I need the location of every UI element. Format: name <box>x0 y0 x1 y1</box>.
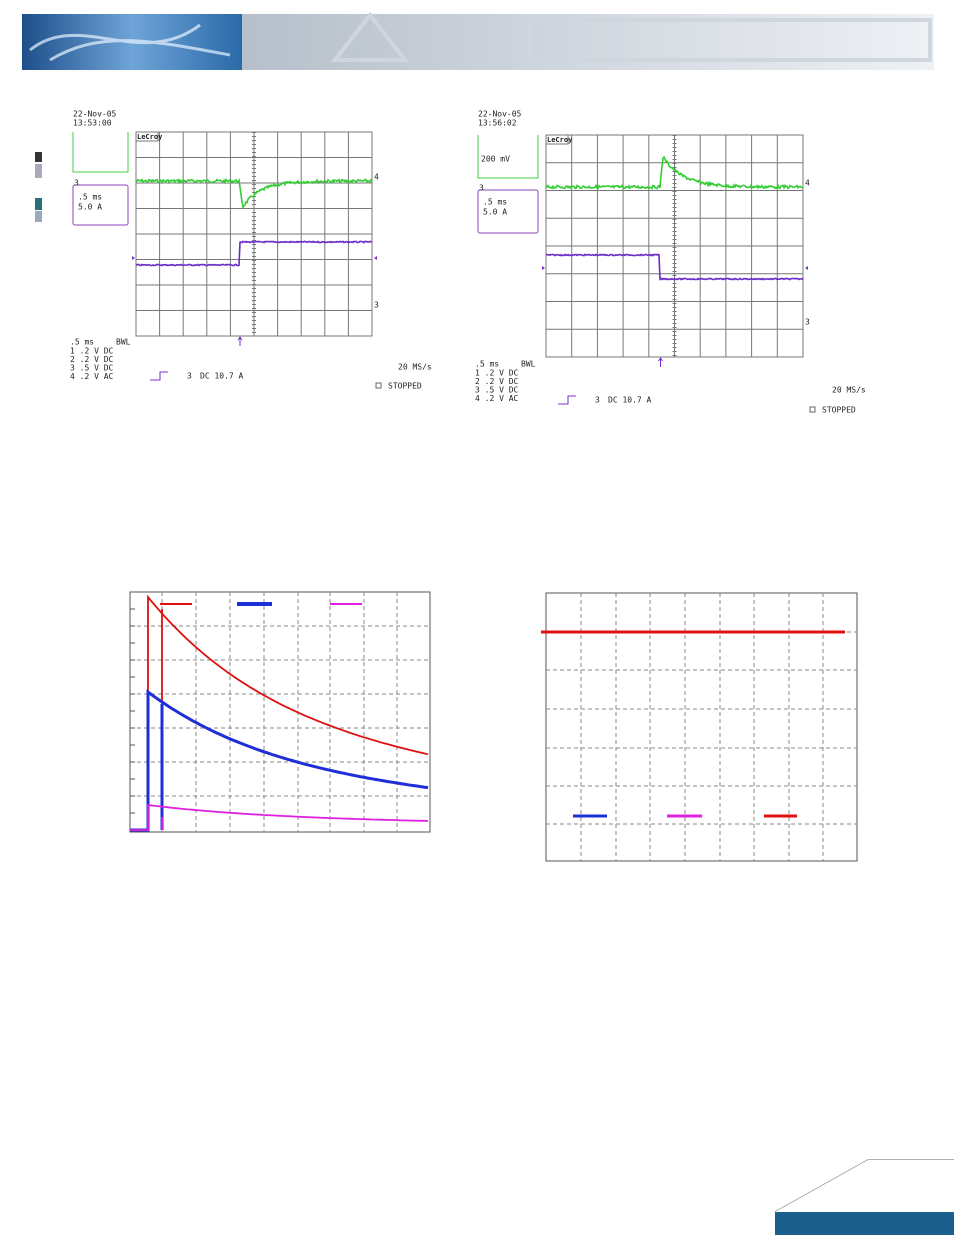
plot-group <box>129 591 858 862</box>
trigger-arrow <box>237 336 243 346</box>
trigger-icon <box>150 371 168 381</box>
plot-frame <box>129 591 431 833</box>
purple-marker: 3 <box>374 301 379 310</box>
trigger-arrow <box>658 357 663 367</box>
brand-box <box>135 131 159 142</box>
volts-box <box>72 132 129 173</box>
trigger-setting: DC 10.7 A <box>608 396 652 405</box>
channel-setting: 2 .2 V DC <box>70 355 114 364</box>
header-logo-shapes <box>330 11 932 62</box>
channel-setting: 4 .2 V AC <box>475 394 519 403</box>
red-curve <box>130 594 429 831</box>
channel-box-id: 3 <box>479 184 484 193</box>
channel-box-timebase: .5 ms <box>483 198 507 207</box>
green-marker: 4 <box>805 178 810 187</box>
magenta-curve <box>130 803 429 831</box>
channel-box-id: 3 <box>74 179 79 188</box>
plot-frame <box>545 592 858 862</box>
sample-rate: 20 MS/s <box>398 363 432 372</box>
brand: LeCroy <box>137 133 163 141</box>
trigger-icon <box>558 395 576 405</box>
bwl: BWL <box>116 338 131 347</box>
status-box <box>809 406 816 413</box>
channel-box <box>477 189 539 234</box>
green-trace <box>545 155 804 190</box>
time: 13:53:00 <box>73 119 112 128</box>
side-mark <box>35 198 42 210</box>
blue-curve <box>130 689 429 832</box>
channel-box-scale: 5.0 A <box>78 203 102 212</box>
header-swirl <box>29 23 231 62</box>
volts-box-text: 200 mV <box>481 155 510 164</box>
status: STOPPED <box>388 382 422 391</box>
channel-setting: 3 .5 V DC <box>70 364 114 373</box>
green-trace <box>135 177 373 210</box>
date: 22-Nov-05 <box>73 110 117 119</box>
trigger-channel: 3 <box>187 372 192 381</box>
timebase: .5 ms <box>70 338 94 347</box>
footer-bar <box>775 1212 954 1235</box>
brand: LeCroy <box>547 136 573 144</box>
time: 13:56:02 <box>478 119 517 128</box>
purple-trace <box>135 240 373 267</box>
trigger-setting: DC 10.7 A <box>200 372 244 381</box>
bwl: BWL <box>521 360 536 369</box>
brand-box <box>545 134 569 145</box>
side-mark <box>35 152 42 162</box>
channel-setting: 4 .2 V AC <box>70 372 114 381</box>
timebase: .5 ms <box>475 360 499 369</box>
channel-box-scale: 5.0 A <box>483 208 507 217</box>
channel-box <box>72 184 129 226</box>
side-mark <box>35 164 42 178</box>
date: 22-Nov-05 <box>478 110 522 119</box>
side-mark <box>35 211 42 222</box>
volts-box <box>477 135 539 179</box>
purple-trace <box>546 253 804 281</box>
footer-shape <box>775 1160 954 1212</box>
channel-setting: 3 .5 V DC <box>475 386 519 395</box>
purple-marker: 3 <box>805 318 810 327</box>
trigger-channel: 3 <box>595 396 600 405</box>
green-marker: 4 <box>374 173 379 182</box>
channel-box-timebase: .5 ms <box>78 193 102 202</box>
channel-setting: 1 .2 V DC <box>475 369 519 378</box>
status-box <box>375 382 382 389</box>
channel-setting: 1 .2 V DC <box>70 347 114 356</box>
sample-rate: 20 MS/s <box>832 386 866 395</box>
status: STOPPED <box>822 406 856 415</box>
channel-setting: 2 .2 V DC <box>475 377 519 386</box>
